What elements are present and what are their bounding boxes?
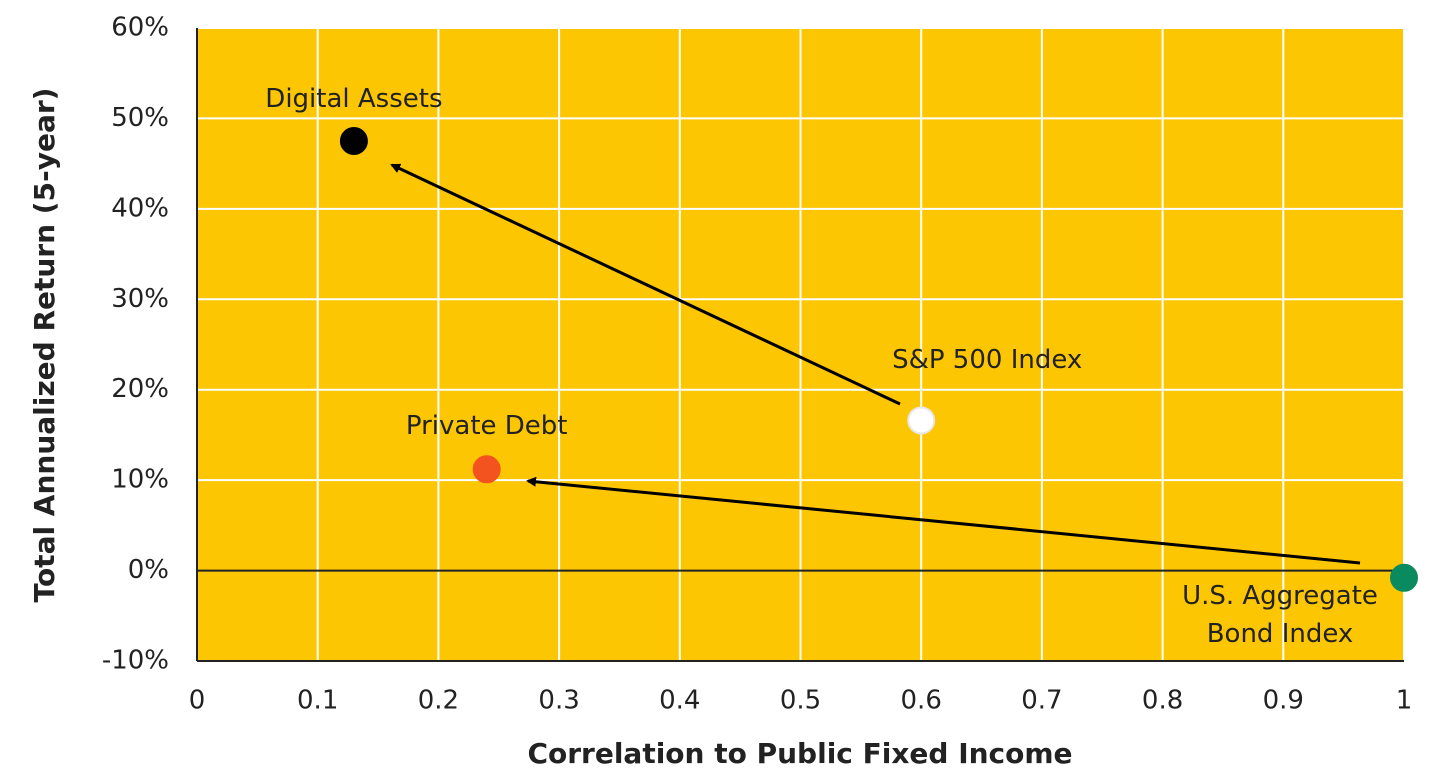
x-tick-label: 1: [1396, 686, 1413, 716]
x-tick-label: 0.5: [780, 686, 821, 716]
x-tick-label: 0.3: [538, 686, 579, 716]
x-axis-title: Correlation to Public Fixed Income: [527, 737, 1072, 770]
x-tick-label: 0.9: [1263, 686, 1304, 716]
y-tick-label: 0%: [128, 555, 169, 585]
point-label: Digital Assets: [265, 84, 443, 115]
point-label: Private Debt: [405, 411, 568, 442]
y-tick-label: -10%: [102, 646, 169, 676]
x-tick-label: 0.8: [1142, 686, 1183, 716]
x-tick-label: 0: [189, 686, 206, 716]
x-tick-label: 0.2: [418, 686, 459, 716]
y-tick-label: 60%: [111, 13, 169, 43]
y-tick-label: 20%: [111, 374, 169, 404]
y-tick-label: 40%: [111, 193, 169, 223]
point-label: U.S. Aggregate Bond Index: [1182, 580, 1378, 649]
point: [339, 127, 368, 156]
arrow: [390, 163, 901, 406]
point-label: S&P 500 Index: [892, 345, 1083, 376]
y-tick-label: 10%: [111, 465, 169, 495]
x-tick-label: 0.6: [901, 686, 942, 716]
arrow: [526, 476, 1361, 565]
y-axis-title: Total Annualized Return (5-year): [28, 88, 61, 603]
point: [1390, 563, 1418, 592]
point: [472, 455, 501, 484]
y-tick-label: 50%: [111, 103, 169, 133]
y-tick-label: 30%: [111, 284, 169, 314]
point: [907, 406, 936, 435]
x-tick-label: 0.4: [659, 686, 700, 716]
x-tick-label: 0.7: [1021, 686, 1062, 716]
x-tick-label: 0.1: [297, 686, 338, 716]
